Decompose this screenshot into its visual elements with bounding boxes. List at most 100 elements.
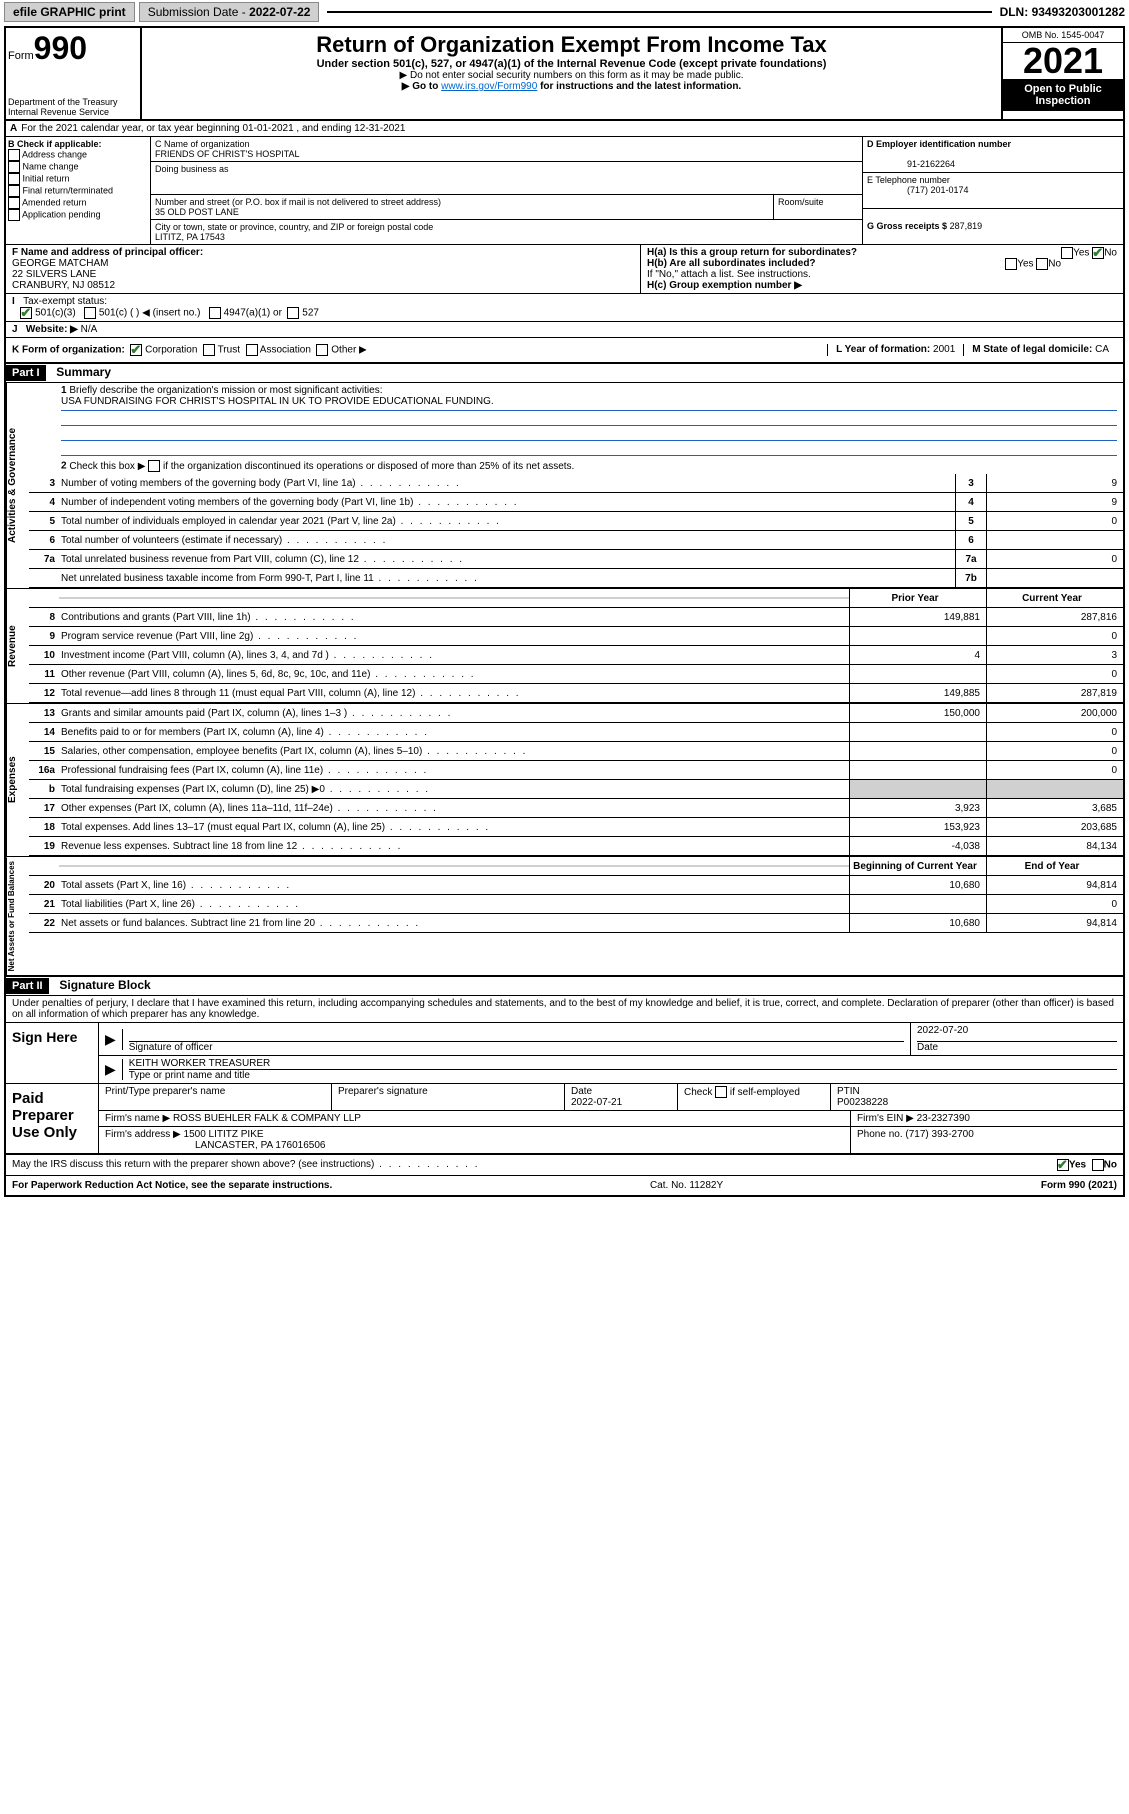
form-number: Form990 [8, 30, 138, 67]
org-name-label: C Name of organization [155, 139, 250, 149]
prep-row1: Print/Type preparer's name Preparer's si… [99, 1084, 1123, 1111]
chk-discontinued[interactable] [148, 460, 160, 472]
firm-ein-value: 23-2327390 [917, 1113, 970, 1124]
part2-header: Part II Signature Block [6, 977, 1123, 996]
i-label: I [12, 296, 15, 307]
gov-line-7b: Net unrelated business taxable income fr… [29, 569, 1123, 588]
chk-501c[interactable] [84, 307, 96, 319]
chk-name[interactable]: Name change [8, 161, 148, 173]
officer-typed-cell: KEITH WORKER TREASURER Type or print nam… [123, 1056, 1123, 1083]
chk-pending[interactable]: Application pending [8, 209, 148, 221]
chk-address[interactable]: Address change [8, 149, 148, 161]
m-value: CA [1095, 344, 1109, 355]
officer-sig-row: ▶ Signature of officer 2022-07-20 Date [99, 1023, 1123, 1056]
f-label: F Name and address of principal officer: [12, 247, 203, 258]
prep-date-cell: Date 2022-07-21 [565, 1084, 678, 1110]
chk-amended[interactable]: Amended return [8, 197, 148, 209]
firm-ein-label: Firm's EIN ▶ [857, 1113, 914, 1124]
col-begin-label: Beginning of Current Year [849, 857, 986, 875]
chk-corp[interactable] [130, 344, 142, 356]
org-name-cell: C Name of organization FRIENDS OF CHRIST… [151, 137, 862, 162]
row-a-text: For the 2021 calendar year, or tax year … [21, 123, 405, 134]
efile-button[interactable]: efile GRAPHIC print [4, 2, 135, 22]
hb-yes-checkbox[interactable] [1005, 258, 1017, 270]
dba-cell: Doing business as [151, 162, 862, 195]
section-revenue: Revenue Prior Year Current Year 8 Contri… [6, 588, 1123, 703]
dln-label: DLN: [1000, 5, 1032, 19]
paid-preparer-right: Print/Type preparer's name Preparer's si… [99, 1084, 1123, 1153]
header-right: OMB No. 1545-0047 2021 Open to Public In… [1001, 28, 1123, 119]
side-expenses: Expenses [6, 704, 29, 856]
arrow-icon-2: ▶ [99, 1059, 123, 1080]
chk-self-employed[interactable] [715, 1086, 727, 1098]
line2-text: Check this box ▶ if the organization dis… [69, 461, 574, 472]
h-cell: H(a) Is this a group return for subordin… [640, 245, 1123, 293]
col-current-label: Current Year [986, 589, 1123, 607]
form-num: 990 [34, 30, 87, 66]
chk-trust[interactable] [203, 344, 215, 356]
rev-line-9: 9 Program service revenue (Part VIII, li… [29, 627, 1123, 646]
tax-year: 2021 [1003, 43, 1123, 79]
prep-date-value: 2022-07-21 [571, 1097, 622, 1108]
officer-typed-name: KEITH WORKER TREASURER [129, 1058, 1117, 1070]
street-label: Number and street (or P.O. box if mail i… [155, 197, 441, 207]
l-cell: L Year of formation: 2001 [827, 344, 963, 356]
street-cell: Number and street (or P.O. box if mail i… [151, 195, 774, 219]
hb-row: H(b) Are all subordinates included? Yes … [647, 258, 1117, 269]
chk-initial[interactable]: Initial return [8, 173, 148, 185]
hb-no-checkbox[interactable] [1036, 258, 1048, 270]
block-bcd: B Check if applicable: Address change Na… [6, 137, 1123, 245]
phone-label: E Telephone number [867, 175, 950, 185]
row-a: A For the 2021 calendar year, or tax yea… [6, 121, 1123, 137]
irs-link[interactable]: www.irs.gov/Form990 [441, 81, 537, 92]
form-header: Form990 Department of the Treasury Inter… [6, 28, 1123, 121]
discuss-no-checkbox[interactable] [1092, 1159, 1104, 1171]
col-d: D Employer identification number 91-2162… [863, 137, 1123, 244]
hb-yesno: Yes No [1005, 258, 1061, 270]
room-cell: Room/suite [774, 195, 862, 219]
ha-yes-checkbox[interactable] [1061, 247, 1073, 259]
irs-line: Internal Revenue Service [8, 107, 138, 117]
officer-sig-line [129, 1025, 904, 1042]
chk-501c3[interactable] [20, 307, 32, 319]
firm-phone-label: Phone no. [857, 1129, 903, 1140]
exp-line-14: 14 Benefits paid to or for members (Part… [29, 723, 1123, 742]
footer-left: For Paperwork Reduction Act Notice, see … [12, 1180, 332, 1191]
chk-527[interactable] [287, 307, 299, 319]
ha-no-checkbox[interactable] [1092, 247, 1104, 259]
sig-date-value: 2022-07-20 [917, 1025, 1117, 1042]
prep-name-cell: Print/Type preparer's name [99, 1084, 332, 1110]
gov-lines: 1 Briefly describe the organization's mi… [29, 383, 1123, 588]
chk-4947[interactable] [209, 307, 221, 319]
m-label: M State of legal domicile: [972, 344, 1092, 355]
gov-line-7a: 7a Total unrelated business revenue from… [29, 550, 1123, 569]
line2-block: 2 Check this box ▶ if the organization d… [29, 458, 1123, 474]
tax-status-label: Tax-exempt status: [23, 296, 107, 307]
ein-label: D Employer identification number [867, 139, 1011, 149]
chk-final[interactable]: Final return/terminated [8, 185, 148, 197]
paid-preparer-row: Paid Preparer Use Only Print/Type prepar… [6, 1084, 1123, 1155]
rev-line-11: 11 Other revenue (Part VIII, column (A),… [29, 665, 1123, 684]
chk-other[interactable] [316, 344, 328, 356]
discuss-yesno: Yes No [1057, 1159, 1117, 1171]
city-cell: City or town, state or province, country… [151, 220, 862, 244]
firm-addr2: LANCASTER, PA 176016506 [105, 1140, 325, 1151]
prep-row2: Firm's name ▶ ROSS BUEHLER FALK & COMPAN… [99, 1111, 1123, 1127]
ptin-label: PTIN [837, 1086, 860, 1097]
chk-assoc[interactable] [246, 344, 258, 356]
footer-mid: Cat. No. 11282Y [332, 1180, 1041, 1191]
line1-text: Briefly describe the organization's miss… [69, 385, 382, 396]
note-goto-pre: ▶ Go to [402, 81, 441, 92]
firm-ein-cell: Firm's EIN ▶ 23-2327390 [851, 1111, 1123, 1126]
city-label: City or town, state or province, country… [155, 222, 433, 232]
part1-badge: Part I [6, 365, 46, 381]
row-i-right [641, 294, 1123, 321]
gov-line-6: 6 Total number of volunteers (estimate i… [29, 531, 1123, 550]
discuss-text: May the IRS discuss this return with the… [12, 1159, 1057, 1171]
topbar-spacer [327, 11, 991, 13]
part1-title: Summary [48, 365, 111, 379]
j-label: J [12, 324, 18, 335]
discuss-yes-checkbox[interactable] [1057, 1159, 1069, 1171]
firm-addr1: 1500 LITITZ PIKE [184, 1129, 264, 1140]
side-netassets: Net Assets or Fund Balances [6, 857, 29, 975]
